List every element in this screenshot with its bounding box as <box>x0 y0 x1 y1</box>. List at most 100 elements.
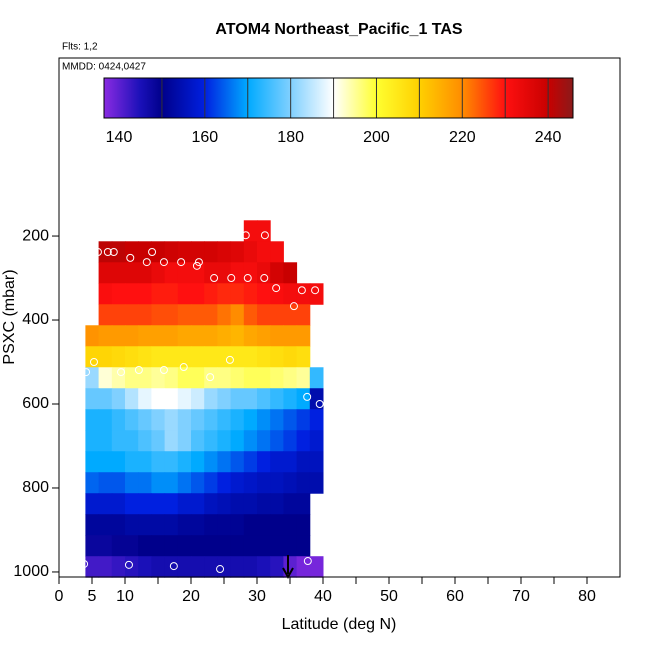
heatmap-cell <box>177 304 192 326</box>
flight-point <box>303 557 312 566</box>
heatmap-cell <box>191 430 205 452</box>
heatmap-cell <box>217 430 232 452</box>
x-tick-label: 20 <box>182 588 200 605</box>
heatmap-cell <box>191 304 205 326</box>
heatmap-cell <box>191 556 205 578</box>
x-tick-label: 70 <box>512 588 530 605</box>
flight-point <box>260 231 269 240</box>
heatmap-cell <box>111 451 126 473</box>
heatmap-cell <box>243 409 258 431</box>
flight-point <box>311 286 320 295</box>
heatmap-cell <box>230 325 245 347</box>
heatmap-cell <box>164 241 179 263</box>
heatmap-cell <box>138 514 152 536</box>
heatmap-cell <box>125 514 139 536</box>
heatmap-cell <box>243 325 258 347</box>
flight-point <box>124 560 133 569</box>
flight-point <box>227 274 236 283</box>
flight-point <box>103 247 112 256</box>
heatmap-cell <box>243 346 258 368</box>
heatmap-cell <box>138 262 152 284</box>
heatmap-cell <box>270 388 284 410</box>
heatmap-cell <box>296 493 311 515</box>
x-axis-label: Latitude (deg N) <box>282 616 397 633</box>
heatmap-cell <box>257 451 271 473</box>
flight-point <box>315 400 324 408</box>
heatmap-cell <box>270 409 284 431</box>
heatmap-cell <box>138 283 152 305</box>
heatmap-cell <box>270 514 284 536</box>
flight-point <box>303 392 312 401</box>
x-tick-label: 5 <box>88 588 97 605</box>
heatmap-cell <box>243 388 258 410</box>
heatmap-cell <box>270 535 284 557</box>
heatmap-cell <box>230 493 245 515</box>
heatmap-cell <box>98 283 113 305</box>
heatmap-cell <box>204 367 218 389</box>
heatmap-cell <box>125 430 139 452</box>
heatmap-cell <box>164 304 179 326</box>
heatmap-cell <box>230 430 245 452</box>
heatmap-cell <box>204 304 218 326</box>
heatmap-cell <box>151 493 166 515</box>
heatmap-cell <box>177 241 192 263</box>
heatmap-cell <box>125 304 139 326</box>
colorbar-tick-label: 220 <box>449 129 476 146</box>
flight-point <box>241 231 250 240</box>
heatmap-cell <box>98 556 113 578</box>
heatmap-cell <box>85 493 100 515</box>
heatmap-cell <box>257 262 271 284</box>
heatmap-cell <box>257 409 271 431</box>
heatmap-cell <box>283 388 298 410</box>
heatmap-cell <box>111 346 126 368</box>
heatmap-cell <box>243 472 258 494</box>
y-tick-label: 800 <box>22 479 49 496</box>
heatmap-cell <box>309 367 324 389</box>
heatmap-cell <box>164 367 179 389</box>
heatmap-cell <box>204 430 218 452</box>
heatmap-cell <box>270 283 284 305</box>
heatmap-cell <box>309 556 324 578</box>
heatmap-cell <box>204 241 218 263</box>
heatmap-cell <box>204 388 218 410</box>
y-tick-label: 200 <box>22 227 49 244</box>
flight-point <box>243 274 252 283</box>
flight-point <box>142 258 151 267</box>
heatmap-cell <box>177 283 192 305</box>
heatmap-cell <box>98 472 113 494</box>
heatmap-cell <box>98 241 113 263</box>
heatmap-cell <box>230 556 245 578</box>
heatmap-cell <box>217 304 232 326</box>
heatmap-cell <box>164 514 179 536</box>
x-tick-label: 60 <box>446 588 464 605</box>
heatmap-cell <box>217 493 232 515</box>
heatmap-cell <box>85 325 100 347</box>
heatmap-cell <box>217 367 232 389</box>
heatmap-cell <box>177 556 192 578</box>
heatmap-cell <box>177 346 192 368</box>
colorbar-frame <box>103 77 574 119</box>
flight-point <box>225 355 234 364</box>
heatmap-cell <box>151 556 166 578</box>
heatmap-cell <box>164 493 179 515</box>
heatmap-cell <box>191 346 205 368</box>
heatmap-cell <box>164 556 179 578</box>
y-tick-label: 1000 <box>13 563 49 580</box>
heatmap-cell <box>151 367 166 389</box>
heatmap-cell <box>243 556 258 578</box>
heatmap-cell <box>85 430 100 452</box>
heatmap-cell <box>111 472 126 494</box>
heatmap-cell <box>98 346 113 368</box>
heatmap-cell <box>204 451 218 473</box>
heatmap-cell <box>151 388 166 410</box>
heatmap-cell <box>270 325 284 347</box>
heatmap-cell <box>177 430 192 452</box>
colorbar-tick-label: 240 <box>535 129 562 146</box>
heatmap-cell <box>164 346 179 368</box>
colorbar <box>104 78 573 118</box>
heatmap-cell <box>191 367 205 389</box>
heatmap-cell <box>257 430 271 452</box>
heatmap-cell <box>98 493 113 515</box>
heatmap-cell <box>164 388 179 410</box>
